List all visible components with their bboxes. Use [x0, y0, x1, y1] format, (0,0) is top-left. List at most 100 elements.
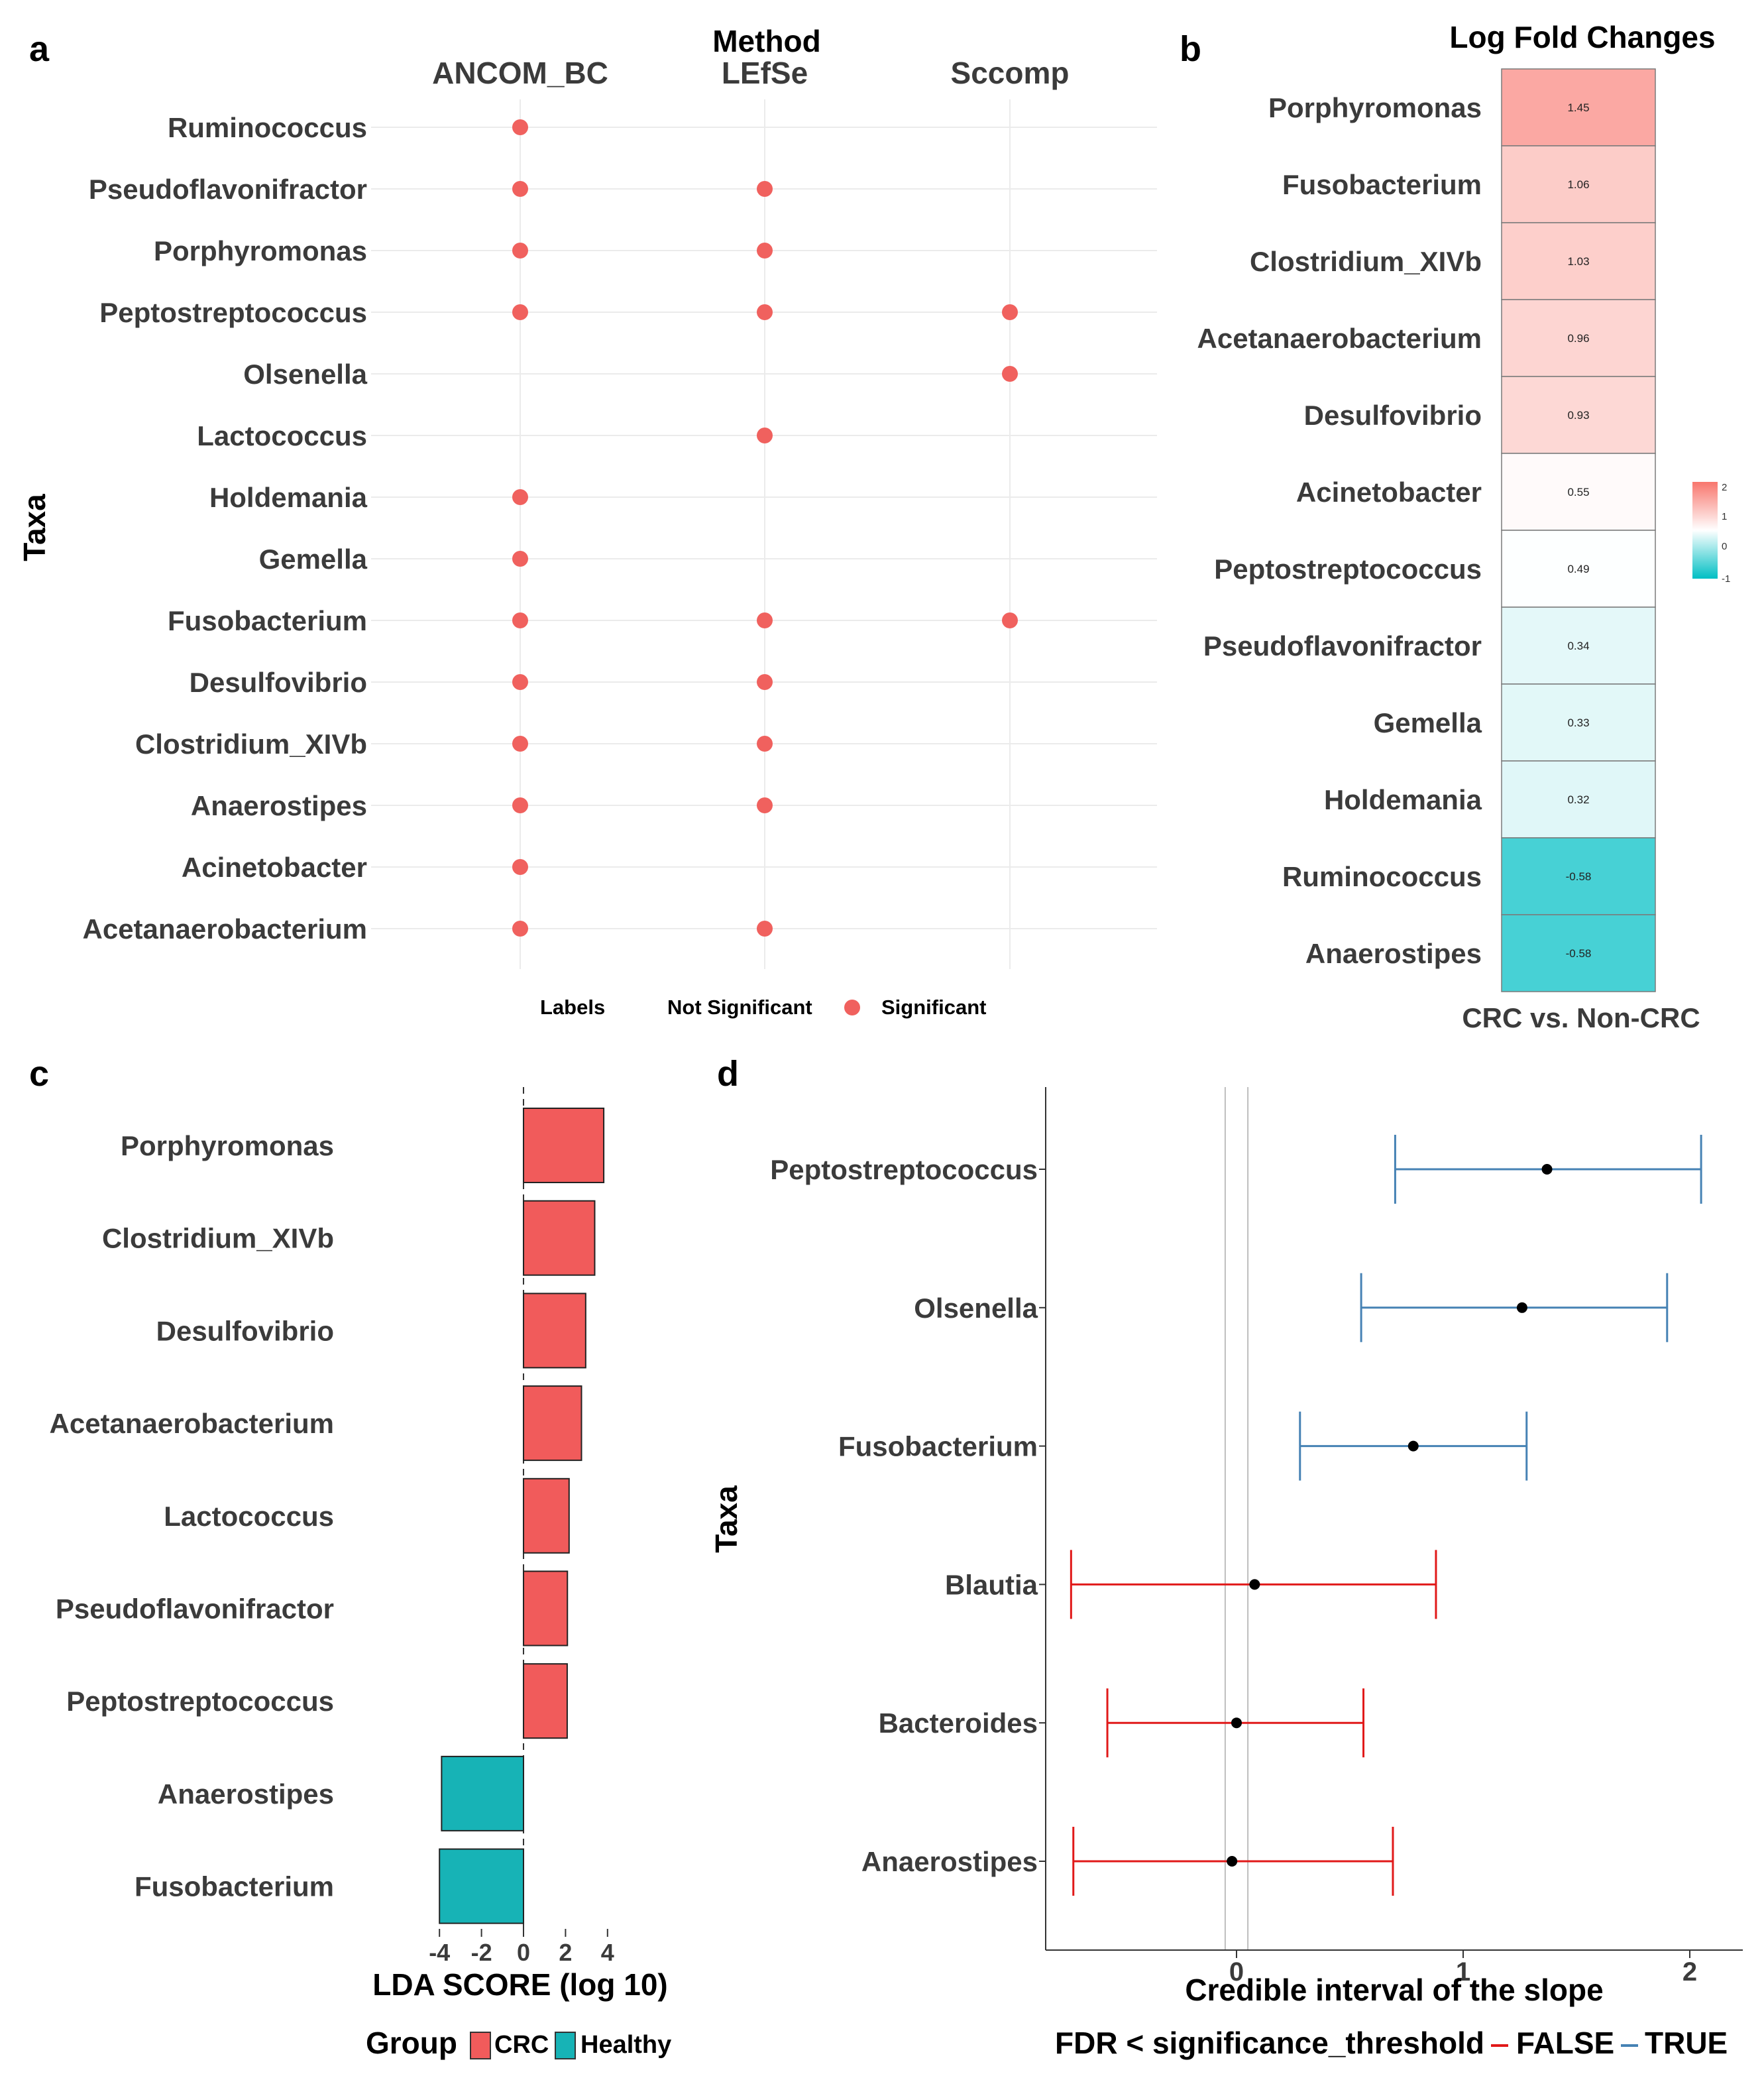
interval-estimate-anaerostipes [1227, 1856, 1238, 1867]
legend-c-healthy: Healthy [580, 2031, 671, 2059]
heat-row-label-anaerostipes: Anaerostipes [1305, 938, 1482, 969]
panel-label-c: c [29, 1054, 49, 1094]
taxa-label-olsenella: Olsenella [243, 359, 367, 390]
heat-row-label-fusobacterium: Fusobacterium [1282, 169, 1482, 200]
taxa-label-acinetobacter: Acinetobacter [182, 852, 367, 883]
panel-b-heatmap: b Log Fold Changes 1.45 1.06 1.03 0.96 0.93 0… [1180, 20, 1730, 1033]
lda-label-anaerostipes: Anaerostipes [158, 1778, 334, 1810]
lda-label-desulfovibrio: Desulfovibrio [156, 1315, 334, 1346]
dot-ancom-bc-fusobacterium [512, 612, 528, 628]
method-label-ancom-bc: ANCOM_BC [432, 56, 608, 90]
legend-c-healthy-swatch [555, 2032, 576, 2059]
heat-cell-fusobacterium [1501, 145, 1656, 223]
panel-c-lda-bars: c Porphyromonas Clostridium_XIVb Desulfovi… [29, 1054, 671, 2060]
panel-label-a: a [29, 29, 50, 69]
lda-label-acetanaerobacterium: Acetanaerobacterium [50, 1408, 335, 1439]
panel-c-x-ticks: -4 -2 0 2 4 [429, 1929, 614, 1966]
taxa-label-desulfovibrio: Desulfovibrio [190, 667, 367, 698]
dot-lefse-peptostreptococcus [757, 304, 773, 320]
interval-label-blautia: Blautia [945, 1569, 1038, 1600]
lda-tick-4: 4 [601, 1939, 614, 1966]
dot-lefse-clostridium-xivb [757, 736, 773, 752]
lda-bar-pseudoflavonifractor [523, 1570, 569, 1647]
dot-sccomp-peptostreptococcus [1002, 304, 1018, 320]
legend-c-title: Group [366, 2026, 457, 2060]
taxa-label-acetanaerobacterium: Acetanaerobacterium [83, 913, 368, 945]
interval-estimate-bacteroides [1231, 1717, 1242, 1729]
lda-bar-fusobacterium [439, 1848, 525, 1924]
lda-tick-0: 0 [517, 1939, 530, 1966]
heat-row-label-clostridium-xivb: Clostridium_XIVb [1250, 246, 1482, 277]
legend-d-false: FALSE [1516, 2026, 1614, 2060]
lda-bar-clostridium-xivb [523, 1200, 596, 1276]
lda-label-lactococcus: Lactococcus [164, 1501, 334, 1532]
heat-value-clostridium-xivb: 1.03 [1567, 255, 1589, 268]
lda-label-porphyromonas: Porphyromonas [121, 1130, 334, 1161]
dot-ancom-bc-acetanaerobacterium [512, 921, 528, 937]
heat-cell-desulfovibrio [1501, 376, 1656, 454]
taxa-label-anaerostipes: Anaerostipes [191, 790, 367, 821]
lda-label-pseudoflavonifractor: Pseudoflavonifractor [56, 1593, 334, 1625]
legend-a-title: Labels [540, 996, 605, 1019]
slope-tick-2: 2 [1682, 1957, 1697, 1987]
interval-estimate-blautia [1249, 1579, 1260, 1590]
panel-c-bars [439, 1108, 605, 1924]
interval-blautia [1070, 1550, 1437, 1619]
dot-lefse-anaerostipes [757, 797, 773, 813]
lda-label-clostridium-xivb: Clostridium_XIVb [102, 1223, 334, 1254]
heat-cell-acinetobacter [1501, 453, 1656, 531]
interval-label-bacteroides: Bacteroides [879, 1707, 1038, 1739]
colorbar-tick-neg1: -1 [1722, 573, 1730, 585]
dot-ancom-bc-ruminococcus [512, 119, 528, 135]
dot-ancom-bc-anaerostipes [512, 797, 528, 813]
taxa-label-holdemania: Holdemania [209, 482, 368, 513]
taxa-label-fusobacterium: Fusobacterium [168, 605, 367, 636]
dot-ancom-bc-porphyromonas [512, 243, 528, 259]
panel-a-taxa-labels: Ruminococcus Pseudoflavonifractor Porphyro… [83, 112, 368, 945]
interval-peptostreptococcus [1394, 1135, 1702, 1204]
panel-a-ylabel: Taxa [17, 494, 52, 561]
method-label-lefse: LEfSe [722, 56, 808, 90]
heat-cell-porphyromonas [1501, 68, 1656, 146]
legend-a-significant-dot [844, 1000, 860, 1015]
panel-d-x-ticks: 0 1 2 [1229, 1950, 1697, 1987]
heat-value-ruminococcus: -0.58 [1566, 870, 1592, 883]
interval-olsenella [1360, 1273, 1669, 1342]
heat-row-label-acetanaerobacterium: Acetanaerobacterium [1197, 323, 1482, 354]
panel-c-xlabel: LDA SCORE (log 10) [372, 1967, 668, 2002]
heat-cell-holdemania [1501, 760, 1656, 838]
panel-d-category-labels: Peptostreptococcus Olsenella Fusobacterium… [770, 1154, 1046, 1877]
slope-tick-1: 1 [1456, 1957, 1470, 1987]
taxa-label-lactococcus: Lactococcus [197, 420, 367, 451]
panel-a-dots [512, 119, 1018, 937]
lda-tick-2: 2 [559, 1939, 572, 1966]
dot-lefse-fusobacterium [757, 612, 773, 628]
panel-b-xlabel: CRC vs. Non-CRC [1462, 1002, 1700, 1033]
lda-label-peptostreptococcus: Peptostreptococcus [66, 1686, 334, 1717]
dot-lefse-desulfovibrio [757, 674, 773, 690]
taxa-label-peptostreptococcus: Peptostreptococcus [99, 297, 367, 328]
lda-bar-peptostreptococcus [523, 1663, 568, 1739]
dot-lefse-pseudoflavonifractor [757, 181, 773, 197]
heat-row-label-porphyromonas: Porphyromonas [1268, 92, 1482, 123]
panel-label-b: b [1180, 29, 1201, 69]
dot-ancom-bc-clostridium-xivb [512, 736, 528, 752]
interval-fusobacterium [1299, 1411, 1528, 1481]
interval-estimate-fusobacterium [1407, 1440, 1419, 1452]
heat-row-label-pseudoflavonifractor: Pseudoflavonifractor [1203, 630, 1482, 662]
heat-value-porphyromonas: 1.45 [1567, 101, 1589, 114]
dot-sccomp-olsenella [1002, 366, 1018, 382]
heat-value-acetanaerobacterium: 0.96 [1567, 332, 1589, 345]
heat-value-holdemania: 0.32 [1567, 793, 1589, 806]
dot-lefse-acetanaerobacterium [757, 921, 773, 937]
panel-a-title: Method [712, 24, 821, 58]
panel-b-cells: 1.45 1.06 1.03 0.96 0.93 0.55 0.49 0.34 0.33 0.32… [1501, 68, 1656, 992]
legend-a-not-significant: Not Significant [667, 996, 812, 1019]
dot-ancom-bc-peptostreptococcus [512, 304, 528, 320]
legend-c-crc: CRC [494, 2031, 549, 2059]
dot-ancom-bc-holdemania [512, 489, 528, 505]
legend-c-crc-swatch [470, 2032, 491, 2059]
lda-bar-anaerostipes [441, 1755, 524, 1831]
panel-b-title: Log Fold Changes [1449, 20, 1715, 54]
